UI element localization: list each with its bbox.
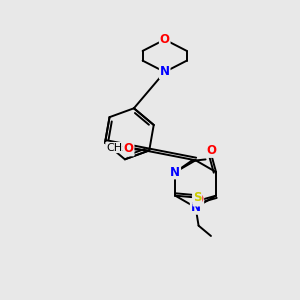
Text: S: S [193,190,202,204]
Text: O: O [124,142,134,155]
Text: N: N [160,65,170,79]
Text: O: O [207,144,217,157]
Text: N: N [190,201,201,214]
Text: O: O [160,33,170,46]
Text: N: N [170,166,180,178]
Text: O: O [194,193,203,206]
Text: CH₃: CH₃ [106,142,127,152]
